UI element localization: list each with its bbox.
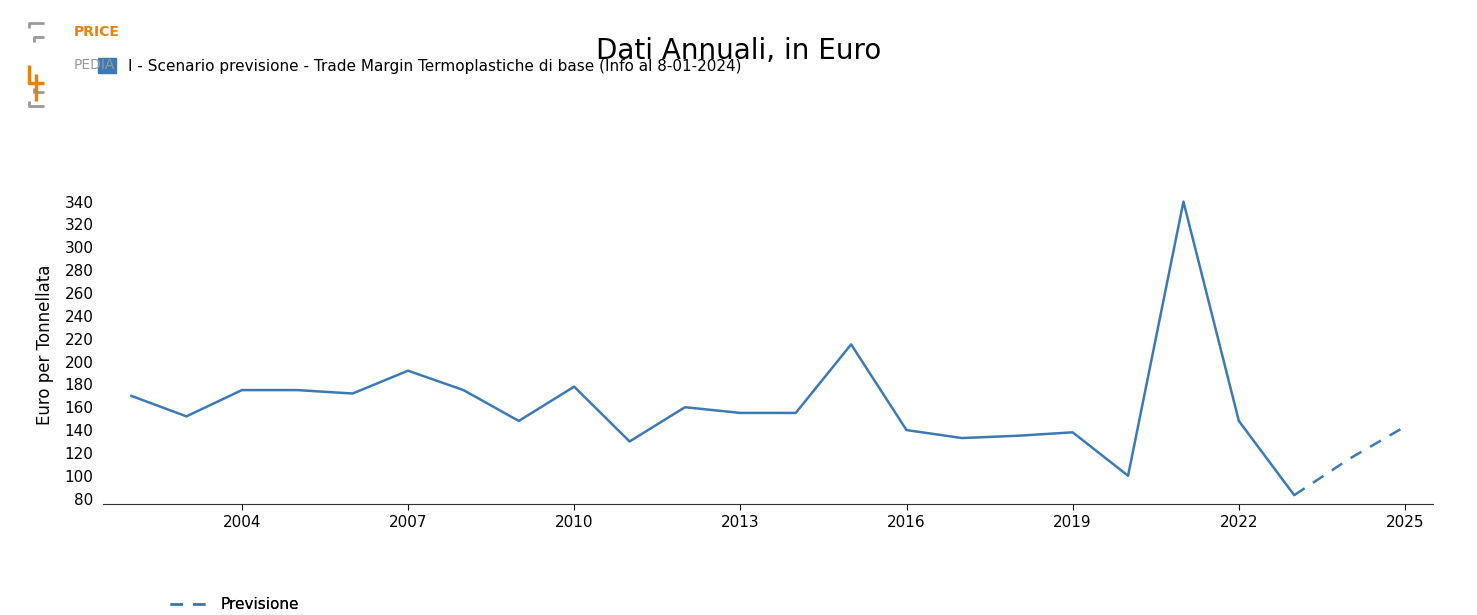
Text: PEDIA: PEDIA (74, 58, 115, 73)
Text: PRICE: PRICE (74, 25, 120, 39)
Legend: Previsione: Previsione (164, 591, 306, 615)
Y-axis label: Euro per Tonnellata: Euro per Tonnellata (35, 264, 53, 424)
Text: Dati Annuali, in Euro: Dati Annuali, in Euro (595, 37, 882, 65)
